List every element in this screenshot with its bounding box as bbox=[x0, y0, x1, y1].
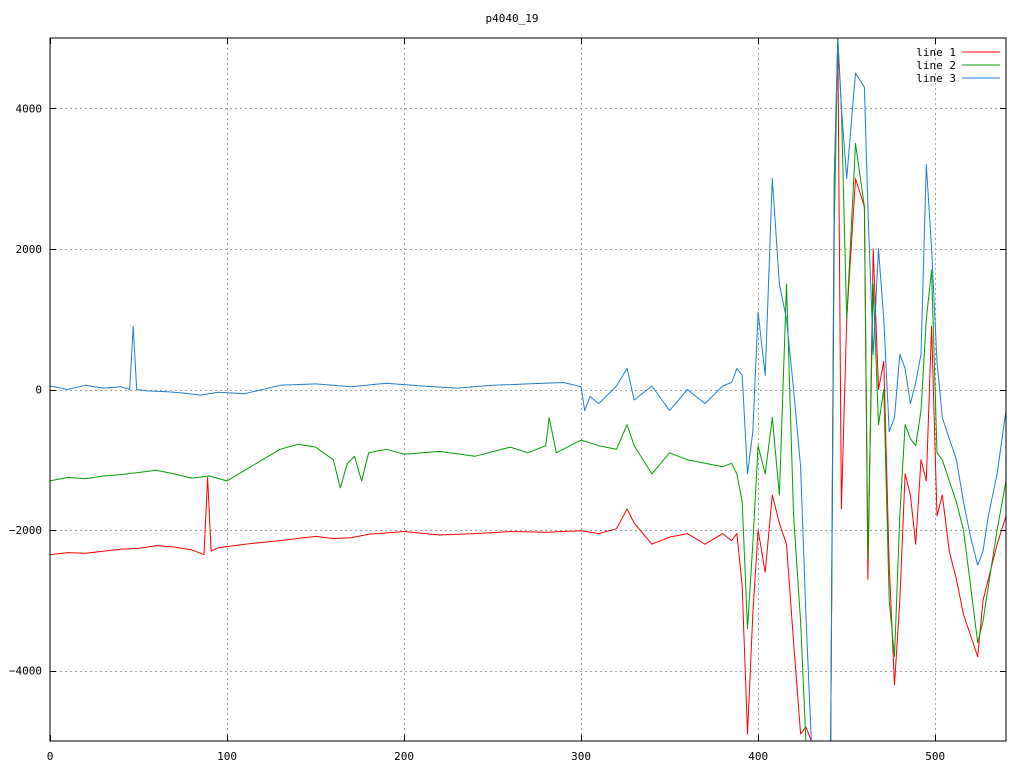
legend-label-2: line 2 bbox=[916, 59, 956, 72]
grid-lines bbox=[50, 38, 1006, 741]
y-tick-label: −4000 bbox=[9, 665, 42, 678]
x-tick-label: 200 bbox=[394, 750, 414, 763]
legend-label-1: line 1 bbox=[916, 46, 956, 59]
series-lines bbox=[50, 38, 1006, 741]
x-tick-label: 0 bbox=[47, 750, 54, 763]
y-tick-label: 2000 bbox=[16, 243, 43, 256]
series-line-1 bbox=[50, 38, 1006, 741]
x-tick-label: 400 bbox=[748, 750, 768, 763]
series-line-3 bbox=[50, 38, 1006, 741]
x-tick-label: 500 bbox=[925, 750, 945, 763]
x-tick-label: 300 bbox=[571, 750, 591, 763]
axis-ticks: 0 100 200 300 400 500 −4000 −2000 0 2000 4000 bbox=[9, 38, 1006, 763]
legend-label-3: line 3 bbox=[916, 72, 956, 85]
chart-title: p4040_19 bbox=[486, 12, 539, 25]
plot-area-border bbox=[49, 37, 1007, 742]
y-tick-label: 0 bbox=[35, 384, 42, 397]
y-tick-label: 4000 bbox=[16, 102, 43, 115]
series-line-2 bbox=[50, 38, 1006, 741]
x-tick-label: 100 bbox=[217, 750, 237, 763]
y-tick-label: −2000 bbox=[9, 524, 42, 537]
